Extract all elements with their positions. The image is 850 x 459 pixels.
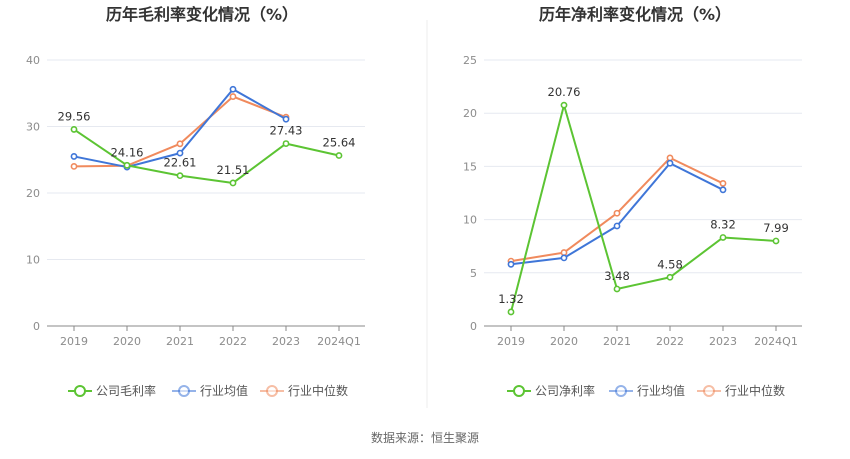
legend-swatch-marker — [266, 385, 278, 397]
data-point — [719, 186, 727, 194]
data-point — [507, 308, 515, 316]
data-point — [666, 273, 674, 281]
legend-label: 行业均值 — [637, 383, 685, 398]
data-label: 20.76 — [548, 85, 581, 99]
data-label: 29.56 — [58, 109, 91, 123]
legend-swatch-marker — [74, 385, 86, 397]
x-tick-label: 2022 — [219, 335, 247, 348]
data-point — [719, 234, 727, 241]
legend-swatch-marker — [513, 385, 525, 397]
y-tick-label: 25 — [463, 54, 477, 67]
x-tick-label: 2021 — [166, 335, 194, 348]
chart-title: 历年毛利率变化情况（%） — [106, 5, 298, 24]
data-point — [613, 222, 621, 230]
y-tick-label: 10 — [463, 214, 477, 227]
data-point — [123, 161, 131, 169]
x-tick-label: 2024Q1 — [754, 335, 798, 348]
y-tick-label: 15 — [463, 160, 477, 173]
y-tick-label: 0 — [470, 320, 477, 333]
data-point — [70, 126, 78, 133]
x-tick-label: 2023 — [272, 335, 300, 348]
x-tick-label: 2021 — [603, 335, 631, 348]
data-point — [176, 149, 184, 157]
data-point — [613, 209, 621, 217]
gross-margin-chart: 历年毛利率变化情况（%） 0 10 20 30 40 2019 2020 2021 2022 202… — [26, 5, 365, 398]
x-tick-label: 2020 — [113, 335, 141, 348]
legend-swatch-marker — [703, 385, 715, 397]
legend-label: 公司净利率 — [535, 383, 595, 398]
data-point — [70, 162, 78, 170]
data-label: 8.32 — [710, 217, 736, 231]
data-point — [560, 249, 568, 256]
data-point — [229, 179, 237, 187]
y-tick-label: 30 — [26, 121, 40, 134]
y-tick-label: 10 — [26, 254, 40, 267]
source-note: 数据来源：恒生聚源 — [371, 430, 479, 445]
data-label: 4.58 — [657, 257, 683, 271]
x-tick-label: 2019 — [60, 335, 88, 348]
legend-label: 行业均值 — [200, 383, 248, 398]
y-tick-label: 40 — [26, 54, 40, 67]
chart-title: 历年净利率变化情况（%） — [539, 5, 731, 24]
legend-label: 行业中位数 — [725, 383, 785, 398]
data-point — [229, 85, 237, 93]
data-point — [335, 152, 343, 159]
data-point — [70, 153, 78, 160]
legend-item-1[interactable]: 行业均值 — [609, 383, 685, 398]
series-line-0 — [510, 104, 777, 313]
x-tick-label: 2022 — [656, 335, 684, 348]
legend-label: 公司毛利率 — [96, 383, 156, 398]
data-point — [282, 115, 290, 123]
y-tick-label: 5 — [470, 267, 477, 280]
net-margin-chart: 历年净利率变化情况（%） 0 5 10 15 20 25 2019 2020 2021 2022 20… — [463, 5, 802, 398]
legend-item-0[interactable]: 公司净利率 — [507, 383, 595, 398]
x-tick-label: 2023 — [709, 335, 737, 348]
data-label: 21.51 — [217, 163, 250, 177]
data-label: 7.99 — [763, 221, 789, 235]
data-point — [507, 260, 515, 268]
data-point — [176, 172, 184, 180]
data-label: 24.16 — [111, 145, 144, 159]
x-tick-label: 2019 — [497, 335, 525, 348]
data-point — [176, 140, 184, 148]
data-point — [666, 159, 674, 167]
legend-item-2[interactable]: 行业中位数 — [260, 383, 348, 398]
y-tick-label: 0 — [33, 320, 40, 333]
data-point — [719, 180, 727, 187]
data-label: 22.61 — [164, 156, 197, 170]
legend-swatch-marker — [178, 385, 190, 397]
y-tick-label: 20 — [463, 107, 477, 120]
legend-item-0[interactable]: 公司毛利率 — [68, 383, 156, 398]
data-point — [560, 101, 568, 109]
data-point — [282, 140, 290, 147]
legend-item-1[interactable]: 行业均值 — [172, 383, 248, 398]
data-label: 3.48 — [604, 269, 630, 283]
data-point — [560, 254, 568, 262]
data-point — [229, 93, 237, 100]
data-point — [613, 285, 621, 293]
legend-swatch-marker — [615, 385, 627, 397]
legend-item-2[interactable]: 行业中位数 — [697, 383, 785, 398]
data-point — [772, 237, 780, 245]
x-tick-label: 2024Q1 — [317, 335, 361, 348]
data-label: 27.43 — [270, 124, 303, 138]
legend-label: 行业中位数 — [288, 383, 348, 398]
data-label: 1.32 — [498, 292, 524, 306]
data-label: 25.64 — [323, 135, 356, 149]
x-tick-label: 2020 — [550, 335, 578, 348]
y-tick-label: 20 — [26, 187, 40, 200]
data-point — [666, 154, 674, 162]
series-line-0 — [73, 128, 340, 184]
